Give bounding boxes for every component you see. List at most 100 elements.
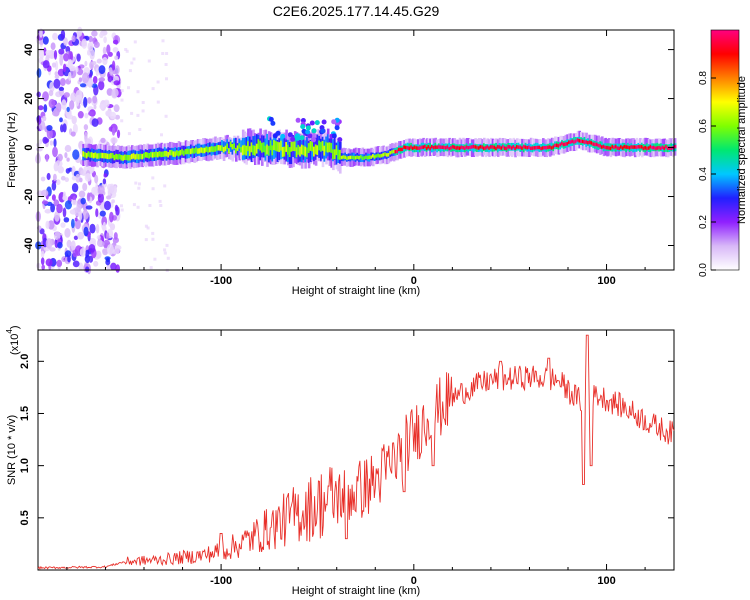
heatmap-cell <box>465 145 469 149</box>
heatmap-noise-cell <box>67 255 71 263</box>
colorbar-tick-label: 0.2 <box>698 215 709 229</box>
heatmap-cell <box>262 142 266 153</box>
heatmap-cell <box>172 151 176 157</box>
heatmap-cell <box>278 142 281 153</box>
heatmap-noise-cell <box>68 71 72 81</box>
heatmap-cell <box>484 146 488 150</box>
heatmap-noise-cell <box>112 69 118 75</box>
heatmap-noise-cell <box>106 244 114 255</box>
heatmap-noise-cell <box>88 35 93 43</box>
heatmap-noise-cell <box>87 41 94 52</box>
heatmap-cell <box>111 152 115 159</box>
heatmap-noise-cell <box>50 203 55 213</box>
heatmap-cell <box>314 144 318 155</box>
heatmap-cell <box>125 154 129 161</box>
heatmap-cell <box>469 145 472 150</box>
heatmap-faint-cell <box>151 176 155 180</box>
heatmap-cell <box>616 146 620 150</box>
heatmap-noise-cell <box>116 129 121 139</box>
heatmap-cell <box>642 146 646 151</box>
heatmap-faint-cell <box>146 226 150 230</box>
heatmap-faint-cell <box>127 132 131 136</box>
heatmap-cell <box>347 156 351 160</box>
heatmap-noise-cell <box>38 47 43 53</box>
heatmap-cell <box>408 146 411 150</box>
heatmap-cell <box>401 147 405 152</box>
heatmap-cell <box>214 146 217 152</box>
heatmap-noise-cell <box>45 220 50 229</box>
heatmap-cell <box>483 146 486 151</box>
heatmap-cell <box>627 145 630 149</box>
heatmap-cell <box>304 146 307 157</box>
heatmap-cell <box>288 147 292 157</box>
heatmap-cell <box>519 145 522 149</box>
heatmap-cell <box>528 145 531 149</box>
heatmap-cell <box>299 146 302 157</box>
heatmap-noise-cell <box>82 182 88 192</box>
y-tick-label: 1.5 <box>19 406 31 421</box>
heatmap-noise-cell <box>56 203 63 214</box>
heatmap-cell <box>229 141 233 147</box>
heatmap-cell <box>174 151 177 157</box>
heatmap-cell <box>271 145 274 156</box>
heatmap-faint-cell <box>166 256 170 260</box>
heatmap-cell <box>97 153 101 159</box>
heatmap-cell <box>377 153 380 158</box>
heatmap-faint-cell <box>153 257 157 261</box>
heatmap-noise-cell <box>113 232 118 240</box>
heatmap-cell <box>396 149 399 154</box>
heatmap-cell <box>212 146 215 152</box>
heatmap-cell <box>415 146 418 150</box>
heatmap-blob <box>305 125 311 131</box>
heatmap-cell <box>514 146 517 151</box>
heatmap-noise-cell <box>80 197 86 205</box>
heatmap-noise-cell <box>71 199 78 206</box>
heatmap-blob <box>311 128 317 134</box>
heatmap-cell <box>550 146 554 150</box>
heatmap-cell <box>228 148 231 154</box>
heatmap-cell <box>235 137 238 150</box>
heatmap-noise-cell <box>62 123 67 133</box>
heatmap-cell <box>574 139 578 144</box>
heatmap-noise-cell <box>114 55 119 61</box>
heatmap-cell <box>146 152 150 158</box>
heatmap-cell <box>127 155 130 161</box>
heatmap-noise-cell <box>89 223 96 234</box>
heatmap-blob <box>305 129 311 135</box>
heatmap-noise-cell <box>111 199 115 204</box>
heatmap-cell <box>300 144 304 155</box>
heatmap-cell <box>398 147 401 152</box>
heatmap-noise-cell <box>86 97 93 104</box>
heatmap-cell <box>217 145 221 151</box>
heatmap-cell <box>150 151 153 158</box>
heatmap-noise-cell <box>53 78 61 89</box>
heatmap-cell <box>448 146 451 151</box>
heatmap-blob <box>334 125 340 131</box>
heatmap-cell <box>274 141 278 151</box>
heatmap-cell <box>635 145 639 150</box>
heatmap-cell <box>673 144 677 149</box>
snr-series <box>37 334 675 570</box>
heatmap-cell <box>349 155 352 160</box>
heatmap-noise-cell <box>93 260 99 267</box>
heatmap-cell <box>290 142 294 164</box>
snr-y-label: SNR (10 * v/v) <box>6 415 18 485</box>
heatmap-noise-cell <box>42 115 47 122</box>
heatmap-cell <box>380 153 384 158</box>
heatmap-cell <box>240 140 243 153</box>
heatmap-noise-cell <box>105 232 110 240</box>
heatmap-cell <box>521 146 524 150</box>
heatmap-cell <box>505 146 509 151</box>
heatmap-cell <box>281 147 285 157</box>
heatmap-noise-cell <box>72 260 80 268</box>
heatmap-noise-cell <box>94 174 99 184</box>
heatmap-cell <box>238 143 241 149</box>
heatmap-cell <box>200 147 203 153</box>
heatmap-noise-cell <box>112 47 119 53</box>
heatmap-cell <box>389 151 392 155</box>
heatmap-cell <box>359 155 363 159</box>
heatmap-noise-cell <box>43 104 48 113</box>
heatmap-cell <box>106 153 110 160</box>
heatmap-cell <box>141 153 144 160</box>
heatmap-cell <box>311 141 314 152</box>
